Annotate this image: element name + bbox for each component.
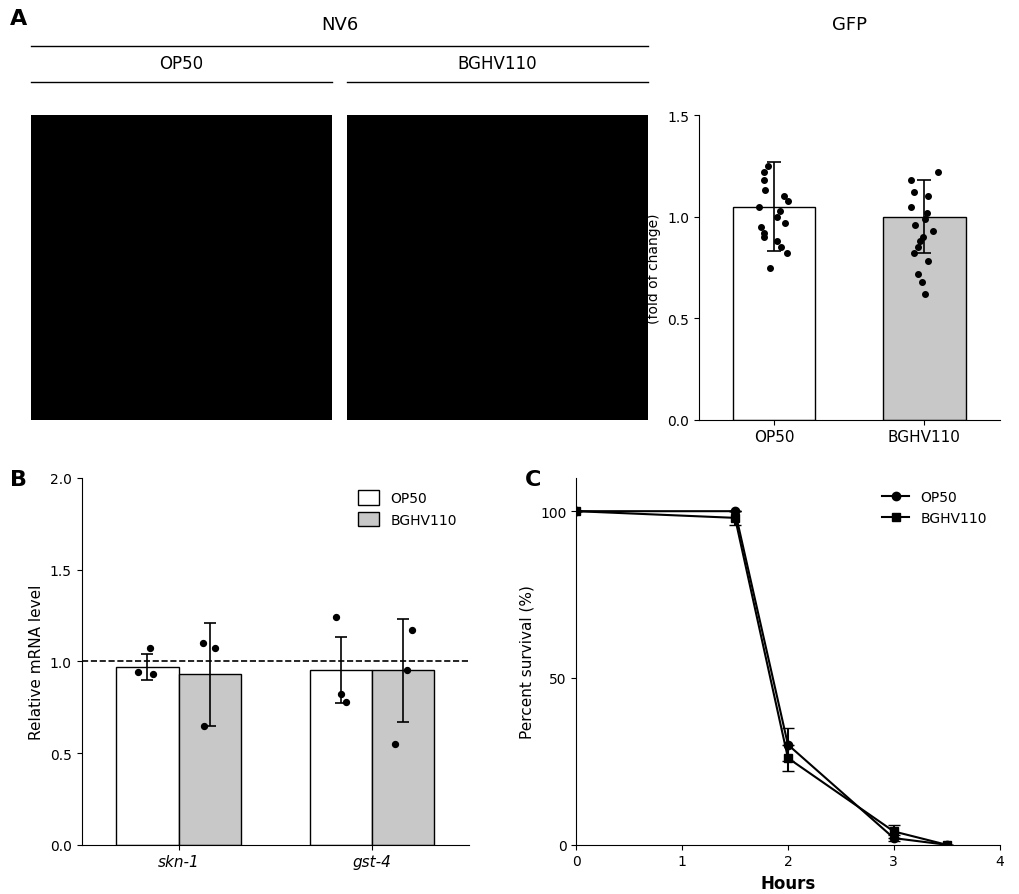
Point: [928, 165, 945, 180]
Legend: OP50, BGHV110: OP50, BGHV110: [875, 485, 991, 531]
Point: [776, 216, 793, 231]
Point: [129, 665, 146, 679]
Point: [916, 287, 932, 301]
Point: [751, 200, 767, 215]
Text: B: B: [10, 469, 28, 489]
Point: [918, 207, 934, 221]
Point: [902, 200, 918, 215]
Point: [779, 247, 795, 261]
Point: [902, 174, 918, 189]
Bar: [178, 674, 240, 845]
Y-axis label: Relative mRNA level: Relative mRNA level: [30, 584, 44, 739]
Point: [756, 184, 772, 198]
Text: C: C: [525, 469, 541, 489]
Bar: [882, 217, 965, 420]
Text: OP50: OP50: [159, 55, 203, 72]
Text: GFP: GFP: [832, 16, 866, 34]
Bar: [116, 667, 178, 845]
Point: [780, 194, 796, 208]
Point: [924, 224, 941, 239]
Point: [761, 261, 777, 275]
Point: [398, 663, 415, 678]
Point: [145, 667, 161, 681]
Point: [759, 160, 775, 174]
Point: [142, 642, 158, 656]
Bar: [372, 670, 434, 845]
Point: [911, 235, 927, 249]
Point: [768, 235, 785, 249]
Point: [906, 186, 922, 200]
X-axis label: Hours: Hours: [759, 874, 815, 892]
Point: [916, 213, 932, 227]
Point: [333, 687, 350, 702]
Y-axis label: Percent survival (%): Percent survival (%): [519, 585, 534, 738]
Bar: [310, 670, 372, 845]
Point: [752, 221, 768, 235]
Point: [918, 190, 934, 205]
Text: NV6: NV6: [321, 16, 358, 34]
Point: [196, 719, 212, 733]
Point: [755, 231, 771, 245]
Legend: OP50, BGHV110: OP50, BGHV110: [353, 485, 462, 533]
Point: [755, 165, 771, 180]
Point: [755, 226, 771, 240]
Point: [906, 218, 922, 232]
Point: [914, 231, 930, 245]
Point: [905, 247, 921, 261]
Point: [919, 255, 935, 269]
Point: [337, 695, 354, 709]
Text: BGHV110: BGHV110: [457, 55, 537, 72]
Point: [327, 611, 343, 625]
Point: [404, 623, 420, 637]
Point: [913, 275, 929, 290]
Y-axis label: Fluorescence intensity
(fold of change): Fluorescence intensity (fold of change): [631, 190, 660, 346]
Point: [772, 240, 789, 255]
Point: [909, 240, 925, 255]
Point: [387, 737, 404, 751]
Point: [771, 205, 788, 219]
Text: A: A: [10, 9, 28, 29]
Point: [206, 642, 222, 656]
Bar: [732, 207, 814, 420]
Point: [909, 267, 925, 282]
Point: [755, 174, 771, 189]
Point: [775, 190, 792, 205]
Point: [768, 210, 785, 224]
Point: [195, 637, 211, 651]
